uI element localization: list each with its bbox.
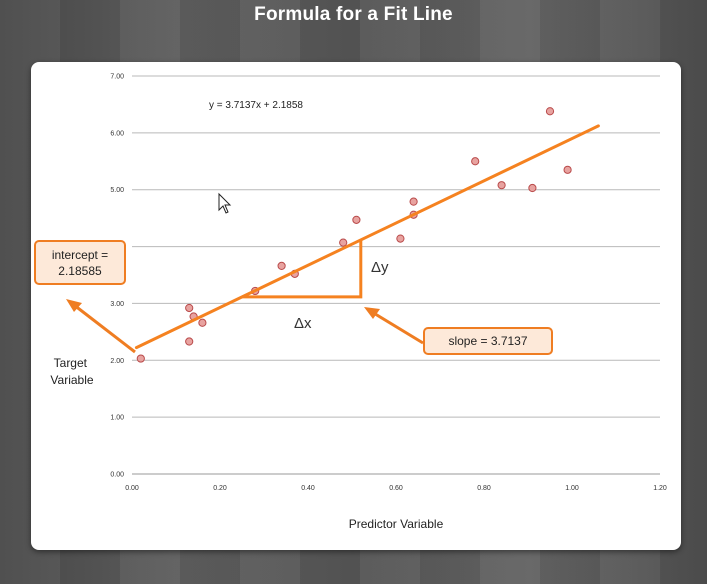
x-tick-label: 0.80 [477, 485, 491, 492]
gridlines [132, 75, 660, 418]
slope-callout: slope = 3.7137 [423, 327, 553, 355]
fit-line [134, 124, 600, 350]
y-tick-label: 0.00 [110, 472, 124, 479]
mouse-cursor-icon [218, 192, 232, 214]
y-axis-label-line2: Variable [50, 373, 93, 387]
y-tick-label: 1.00 [110, 415, 124, 422]
data-point [185, 337, 194, 346]
x-tick-label: 1.20 [653, 485, 667, 492]
fit-equation: y = 3.7137x + 2.1858 [209, 100, 303, 111]
chart-card [31, 62, 681, 550]
x-tick-labels: 0.00 0.20 0.40 0.60 0.80 1.00 1.20 [125, 485, 667, 492]
delta-x-label: Δx [294, 315, 312, 332]
data-point [471, 157, 480, 166]
data-point [409, 197, 418, 206]
data-point [528, 183, 537, 193]
data-point [136, 354, 145, 363]
y-axis-label-line1: Target [54, 356, 88, 370]
y-axis-label: Target Variable [50, 356, 93, 387]
y-tick-label: 7.00 [110, 74, 124, 81]
slope-triangle [242, 239, 363, 299]
data-point [396, 234, 405, 243]
x-tick-label: 0.40 [301, 485, 315, 492]
data-point [352, 215, 361, 224]
data-point [497, 181, 506, 190]
data-point [198, 318, 207, 327]
y-tick-label: 5.00 [110, 187, 124, 194]
x-tick-label: 0.60 [389, 485, 403, 492]
data-points [136, 107, 572, 363]
x-tick-label: 1.00 [565, 485, 579, 492]
data-point [545, 107, 555, 116]
slope-arrow [364, 307, 424, 345]
data-point [185, 303, 194, 313]
page-title: Formula for a Fit Line [254, 4, 453, 25]
intercept-value: 2.18585 [58, 264, 102, 278]
y-tick-label: 3.00 [110, 301, 124, 308]
x-tick-label: 0.20 [213, 485, 227, 492]
data-point [339, 238, 348, 247]
y-tick-label: 2.00 [110, 358, 124, 365]
x-tick-label: 0.00 [125, 485, 139, 492]
intercept-label: intercept = [51, 248, 109, 262]
y-tick-label: 6.00 [110, 130, 124, 137]
x-axis-label: Predictor Variable [349, 517, 444, 531]
delta-y-label: Δy [371, 259, 389, 276]
intercept-callout: intercept = 2.18585 [34, 240, 126, 285]
data-point [563, 165, 572, 174]
data-point [277, 261, 286, 271]
intercept-arrow [66, 299, 136, 354]
